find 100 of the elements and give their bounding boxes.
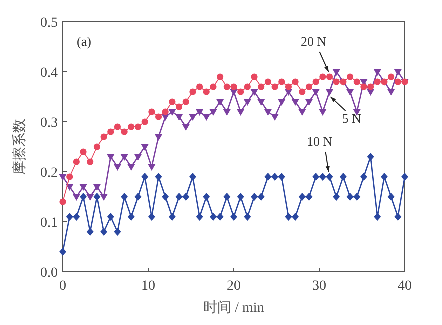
point [106, 154, 115, 161]
point [346, 74, 354, 80]
point [333, 193, 340, 201]
point [196, 213, 204, 221]
point [388, 193, 395, 201]
annotation: (a) [77, 34, 92, 49]
point [189, 173, 196, 181]
point [127, 164, 136, 171]
point [312, 89, 320, 96]
point [162, 108, 169, 116]
x-tick-label: 10 [142, 279, 156, 294]
point [148, 108, 156, 116]
point [394, 69, 402, 76]
point [278, 173, 286, 181]
y-tick-label: 0.3 [40, 116, 58, 131]
point [292, 99, 300, 106]
point [224, 193, 231, 201]
point [402, 173, 408, 181]
x-tick-label: 40 [398, 279, 412, 294]
point [134, 193, 142, 201]
point [258, 84, 265, 90]
x-tick-label: 30 [312, 279, 326, 294]
point [312, 78, 320, 86]
point [154, 134, 163, 141]
point [60, 248, 66, 256]
point [374, 78, 381, 86]
point [387, 89, 396, 96]
point [278, 78, 286, 86]
point [114, 228, 122, 236]
point [292, 78, 299, 86]
point [258, 193, 265, 201]
point [394, 213, 402, 221]
point [244, 213, 252, 221]
point [272, 84, 278, 90]
point [360, 84, 368, 90]
point [299, 88, 306, 96]
point [121, 128, 128, 136]
point [87, 158, 94, 166]
point [326, 89, 334, 96]
point [230, 84, 238, 90]
y-tick-label: 0.5 [40, 16, 58, 31]
point [60, 198, 66, 206]
x-tick-label: 0 [60, 279, 66, 294]
point [251, 193, 258, 201]
point [190, 88, 196, 96]
point [182, 124, 190, 131]
point [216, 213, 224, 221]
series-label: 5 N [342, 111, 362, 126]
point [238, 88, 244, 96]
point [271, 114, 280, 121]
point [168, 109, 176, 116]
point [210, 84, 217, 90]
point [251, 74, 258, 80]
point [340, 173, 347, 181]
point [326, 173, 334, 181]
point [86, 194, 94, 201]
point [80, 193, 88, 201]
point [298, 193, 306, 201]
point [176, 193, 183, 201]
point [108, 128, 114, 136]
point [237, 193, 244, 201]
point [210, 213, 217, 221]
x-axis-title: 时间 / min [204, 300, 264, 316]
point [216, 99, 224, 106]
point [264, 109, 272, 116]
point [354, 78, 360, 86]
point [66, 213, 74, 221]
point [182, 193, 190, 201]
point [224, 84, 230, 90]
point [332, 69, 341, 76]
point [257, 99, 266, 106]
point [59, 174, 67, 181]
point [168, 213, 176, 221]
point [169, 98, 176, 106]
point [292, 213, 300, 221]
point [142, 173, 149, 181]
point [196, 84, 204, 90]
point [66, 184, 74, 191]
point [244, 99, 252, 106]
point [66, 174, 74, 180]
point [148, 213, 156, 221]
point [134, 154, 142, 161]
point [121, 193, 128, 201]
point [360, 173, 368, 181]
point [141, 144, 150, 151]
point [100, 228, 108, 236]
point [107, 213, 114, 221]
point [320, 74, 326, 80]
point [114, 124, 122, 130]
point [230, 213, 238, 221]
point [203, 88, 210, 96]
point [73, 213, 80, 221]
point [333, 78, 340, 86]
point [272, 173, 279, 181]
point [318, 109, 327, 116]
point [176, 104, 183, 110]
point [367, 153, 374, 161]
point [264, 78, 272, 86]
point [250, 89, 259, 96]
point [388, 74, 395, 80]
